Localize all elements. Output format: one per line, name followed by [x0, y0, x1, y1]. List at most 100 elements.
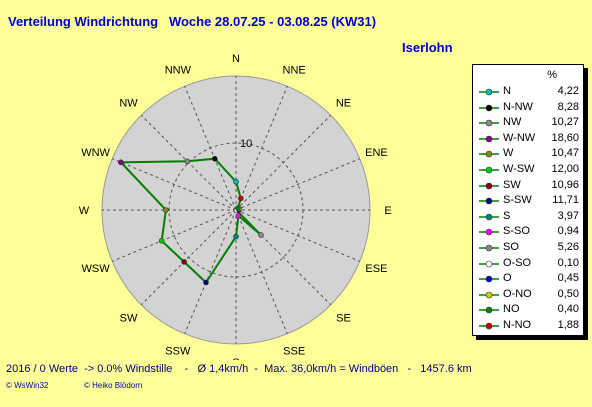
compass-label-ese: ESE: [365, 263, 387, 275]
rose-point-w-sw: [158, 237, 165, 244]
radial-tick-label: 10: [240, 138, 252, 150]
legend-marker-icon: [479, 213, 499, 221]
rose-point-nw: [184, 158, 191, 165]
legend: % N 4,22 N-NW 8,28 NW 10,27 W-NW 18,60 W 10,47 W-S…: [472, 64, 584, 336]
legend-value: 8,28: [557, 100, 579, 113]
rose-point-s-so: [235, 213, 242, 219]
legend-label: NO: [503, 303, 520, 316]
compass-label-s: S: [232, 357, 239, 360]
compass-label-w: W: [79, 205, 90, 217]
footer-summary: 2016 / 0 Werte -> 0.0% Windstille - Ø 1,…: [6, 363, 472, 375]
legend-label: NW: [503, 116, 522, 129]
legend-value: 10,96: [551, 178, 579, 191]
rose-point-n-nw: [211, 155, 218, 162]
legend-label: O: [503, 272, 512, 285]
legend-label: O-NO: [503, 287, 532, 300]
legend-value: 0,10: [557, 256, 579, 269]
legend-unit-header: %: [547, 69, 557, 81]
legend-row-w-nw: W-NW 18,60: [473, 132, 583, 146]
legend-marker-icon: [479, 275, 499, 283]
copyright-wswin: © WsWin32: [6, 381, 49, 390]
rose-point-w: [163, 207, 169, 213]
legend-row-s: S 3,97: [473, 210, 583, 224]
legend-marker-icon: [479, 166, 499, 174]
rose-spoke-sw: [140, 209, 237, 306]
compass-label-sse: SSE: [283, 345, 305, 357]
rose-spoke-ene: [235, 158, 360, 211]
compass-label-ssw: SSW: [165, 345, 191, 357]
compass-label-se: SE: [336, 312, 351, 324]
legend-marker-icon: [479, 88, 499, 96]
rose-spoke-ese: [235, 209, 360, 262]
legend-marker-icon: [479, 197, 499, 205]
legend-label: N: [503, 85, 511, 97]
legend-marker-icon: [479, 229, 499, 236]
legend-row-o: O 0,45: [473, 272, 583, 286]
compass-label-ne: NE: [336, 98, 351, 110]
rose-spoke-wsw: [112, 209, 237, 262]
rose-point-w-nw: [118, 159, 124, 166]
legend-value: 5,26: [557, 241, 579, 253]
legend-value: 0,40: [557, 303, 579, 316]
legend-label: S-SW: [503, 194, 532, 207]
compass-label-n: N: [232, 53, 240, 65]
compass-label-ene: ENE: [365, 147, 388, 159]
rose-point-so: [258, 232, 264, 238]
legend-row-n: N 4,22: [473, 85, 583, 99]
rose-spoke-nnw: [184, 86, 237, 211]
legend-marker-icon: [479, 244, 499, 252]
legend-value: 11,71: [552, 194, 579, 207]
rose-point-sw: [181, 259, 187, 265]
rose-point-n-no: [238, 195, 244, 202]
rose-spoke-ssw: [184, 209, 237, 334]
legend-label: S-SO: [503, 225, 530, 238]
legend-row-s-sw: S-SW 11,71: [473, 194, 583, 208]
legend-row-w: W 10,47: [473, 147, 583, 161]
legend-marker-icon: [479, 291, 499, 299]
legend-value: 10,47: [551, 147, 579, 160]
legend-value: 1,88: [557, 319, 579, 331]
legend-marker-icon: [479, 151, 499, 158]
legend-label: SO: [503, 241, 519, 253]
legend-marker-icon: [479, 104, 499, 111]
rose-point-s-sw: [203, 279, 209, 286]
legend-value: 4,22: [557, 85, 579, 97]
legend-value: 3,97: [557, 209, 579, 222]
rose-spoke-ne: [235, 114, 332, 211]
legend-value: 0,50: [557, 287, 579, 300]
compass-label-wnw: WNW: [81, 147, 110, 159]
legend-value: 10,27: [551, 116, 579, 129]
legend-row-so: SO 5,26: [473, 241, 583, 255]
legend-marker-icon: [479, 322, 499, 330]
legend-row-o-no: O-NO 0,50: [473, 288, 583, 302]
legend-label: N-NO: [503, 319, 532, 331]
compass-label-sw: SW: [120, 312, 138, 324]
wind-rose-chart: N NNE NE ENE E ESE SE SSE S SSW SW WSW W WNW NW NNW 10: [79, 53, 392, 360]
rose-spoke-se: [235, 209, 332, 306]
legend-label: W: [503, 147, 514, 160]
legend-marker-icon: [479, 182, 499, 189]
rose-point-no: [235, 205, 241, 211]
legend-label: S: [503, 209, 511, 222]
legend-label: W-NW: [503, 131, 536, 144]
compass-label-nw: NW: [119, 98, 138, 110]
compass-label-nne: NNE: [283, 65, 306, 77]
compass-label-wsw: WSW: [82, 263, 111, 275]
legend-row-nw: NW 10,27: [473, 116, 583, 130]
legend-marker-icon: [479, 119, 499, 127]
legend-row-n-nw: N-NW 8,28: [473, 101, 583, 115]
legend-row-n-no: N-NO 1,88: [473, 319, 583, 333]
legend-label: N-NW: [503, 100, 533, 113]
legend-row-no: NO 0,40: [473, 303, 583, 317]
rose-spoke-sse: [235, 209, 288, 334]
legend-row-sw: SW 10,96: [473, 179, 583, 193]
rose-point-s: [233, 233, 239, 240]
copyright-author: © Heiko Blödorn: [84, 381, 143, 390]
legend-row-o-so: O-SO 0,10: [473, 257, 583, 271]
rose-spoke-wnw: [112, 158, 237, 211]
rose-point-n: [233, 178, 239, 185]
legend-marker-icon: [479, 260, 499, 267]
legend-value: 18,60: [551, 131, 579, 144]
location-label: Iserlohn: [402, 40, 453, 55]
